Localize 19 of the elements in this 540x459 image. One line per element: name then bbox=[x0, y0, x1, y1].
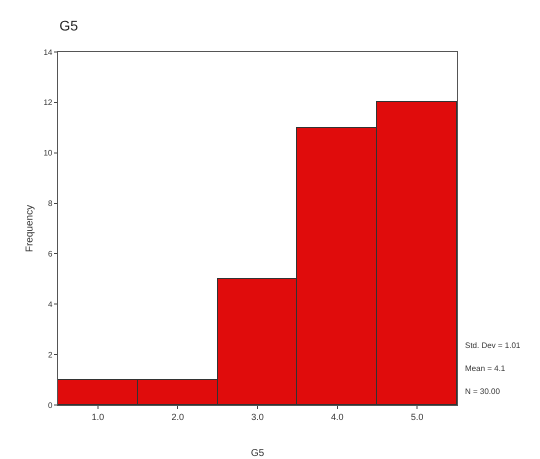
x-tick-label: 4.0 bbox=[331, 412, 344, 422]
x-tick-label: 3.0 bbox=[251, 412, 264, 422]
chart-title: G5 bbox=[59, 17, 78, 34]
y-tick-label: 0 bbox=[48, 400, 53, 410]
y-tick-label: 6 bbox=[48, 250, 53, 259]
x-axis-title: G5 bbox=[250, 448, 265, 459]
y-tick-label: 14 bbox=[43, 48, 53, 57]
y-tick-label: 4 bbox=[48, 300, 53, 309]
y-tick-label: 12 bbox=[43, 98, 53, 108]
y-tick-label: 2 bbox=[48, 350, 53, 360]
text: N = 30.00 bbox=[465, 387, 500, 396]
y-tick-label: 8 bbox=[48, 199, 53, 208]
x-tick-label: 5.0 bbox=[410, 412, 424, 422]
y-axis-title: Frequency bbox=[24, 204, 36, 252]
text: Std. Dev = 1.01 bbox=[465, 341, 521, 350]
text: Mean = 4.1 bbox=[465, 364, 506, 373]
x-tick-label: 1.0 bbox=[92, 412, 104, 422]
y-tick-label: 10 bbox=[43, 148, 53, 158]
x-tick-label: 2.0 bbox=[171, 412, 184, 422]
